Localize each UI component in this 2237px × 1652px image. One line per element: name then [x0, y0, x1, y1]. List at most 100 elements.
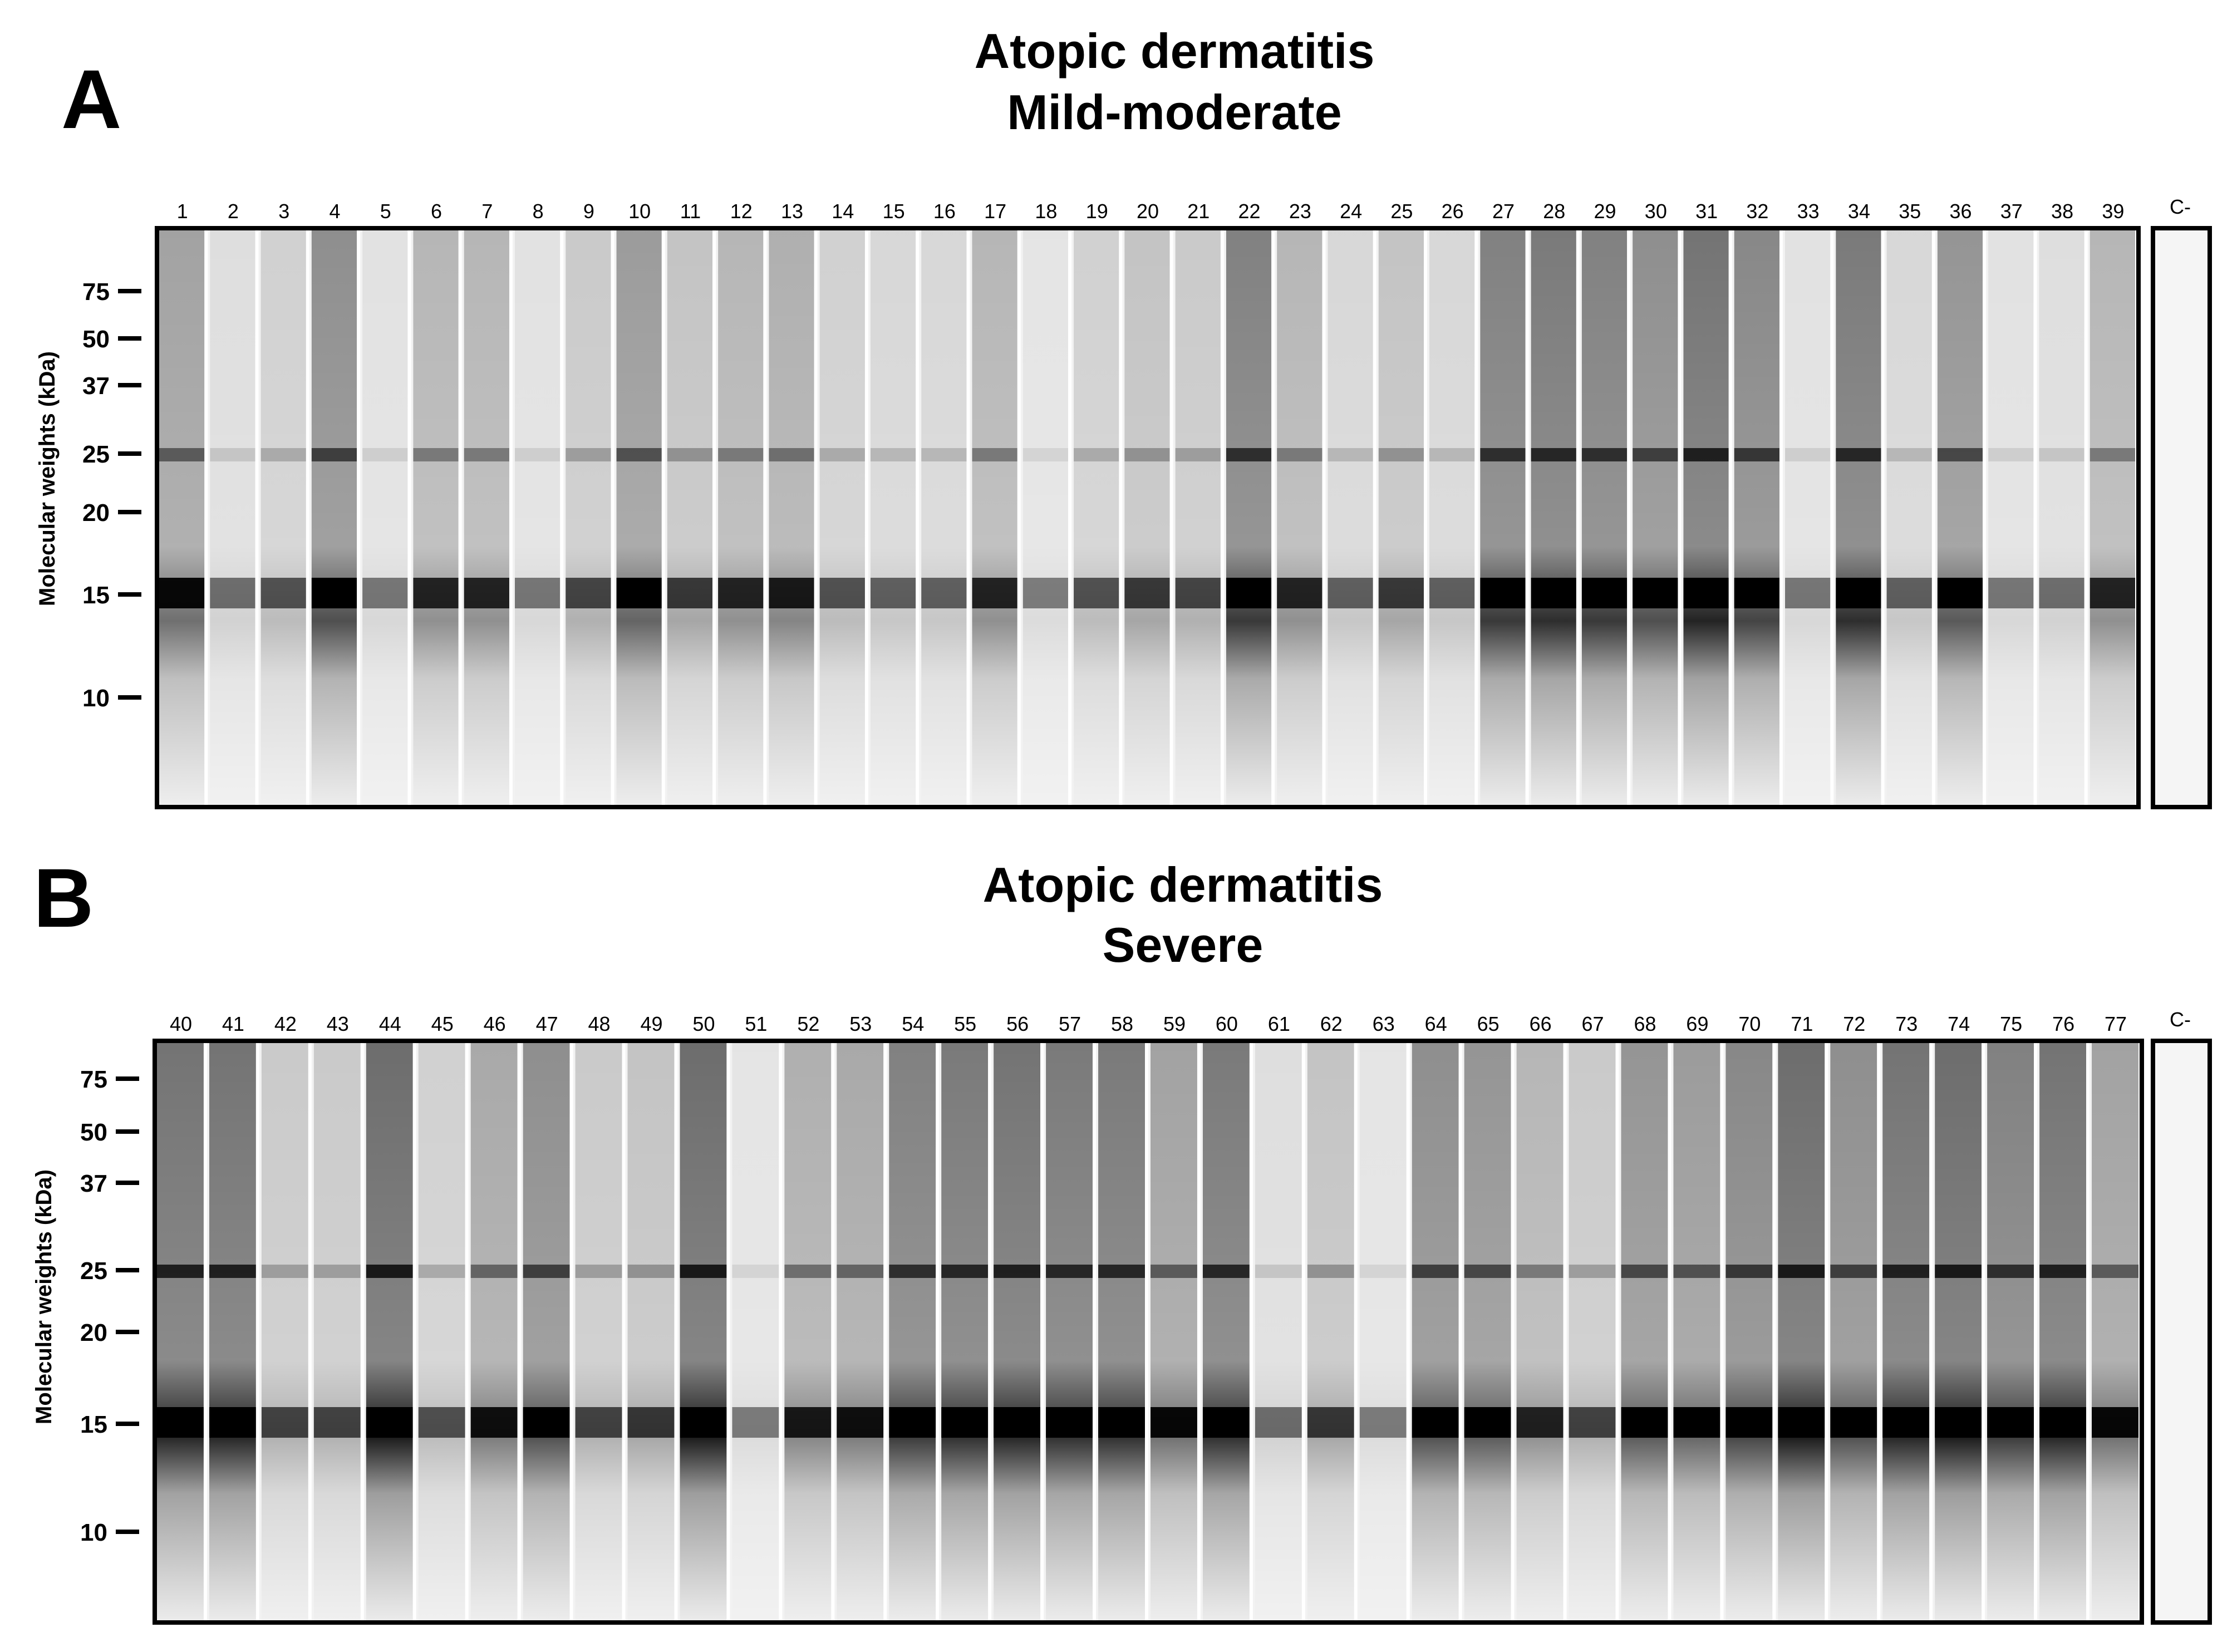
band-15kda — [1151, 1407, 1197, 1438]
lane-number-label: 10 — [628, 200, 651, 223]
lane-number-label: 7 — [481, 200, 493, 223]
lane-number-label: 44 — [379, 1012, 401, 1035]
band-25kda — [157, 1265, 204, 1278]
band-15kda — [1046, 1407, 1093, 1438]
band-15kda — [769, 578, 814, 608]
panel-a-y-axis-label: Molecular weights (kDa) — [35, 351, 60, 606]
band-25kda — [680, 1265, 727, 1278]
band-15kda — [362, 578, 408, 608]
band-15kda — [1836, 578, 1881, 608]
lane-separator — [2034, 1041, 2038, 1622]
band-25kda — [413, 448, 459, 461]
lane-strip — [1277, 230, 1322, 805]
lane-number-label: 32 — [1746, 200, 1768, 223]
band-25kda — [1464, 1265, 1511, 1278]
band-25kda — [1277, 448, 1322, 461]
lane-strip — [819, 230, 865, 805]
band-25kda — [311, 448, 357, 461]
panel-b-title-line1: Atopic dermatitis — [983, 857, 1383, 912]
lane-number-label: 20 — [1137, 200, 1159, 223]
lane-strip — [1098, 1043, 1145, 1620]
panel-a-letter: A — [61, 52, 121, 146]
lane-strip — [523, 1043, 570, 1620]
lane-number-label: 9 — [583, 200, 594, 223]
lane-separator — [779, 1041, 783, 1622]
lane-separator — [465, 1041, 469, 1622]
band-15kda — [718, 578, 764, 608]
lane-number-label: 3 — [278, 200, 289, 223]
band-15kda — [366, 1407, 413, 1438]
lane-number-label: 41 — [222, 1012, 244, 1035]
mw-marker-label: 75 — [80, 1066, 107, 1093]
band-15kda — [1255, 1407, 1302, 1438]
band-15kda — [667, 578, 713, 608]
lane-number-label: 2 — [228, 200, 239, 223]
lane-strip — [1987, 1043, 2034, 1620]
lane-strip — [159, 230, 205, 805]
lane-number-label: 5 — [380, 200, 391, 223]
band-15kda — [680, 1407, 727, 1438]
lane-separator — [1458, 1041, 1462, 1622]
lane-separator — [916, 228, 920, 807]
band-25kda — [418, 1265, 465, 1278]
band-15kda — [1830, 1407, 1877, 1438]
lane-strip — [784, 1043, 832, 1620]
lane-separator — [1779, 228, 1783, 807]
lane-separator — [412, 1041, 416, 1622]
band-15kda — [1074, 578, 1119, 608]
lane-number-label: 22 — [1238, 200, 1261, 223]
band-15kda — [2039, 578, 2084, 608]
lane-strip — [575, 1043, 622, 1620]
band-15kda — [972, 578, 1017, 608]
lane-number-label: 55 — [954, 1012, 976, 1035]
lane-number-label: 4 — [329, 200, 340, 223]
band-25kda — [627, 1265, 675, 1278]
lane-strip — [1359, 1043, 1407, 1620]
band-15kda — [1464, 1407, 1511, 1438]
lane-separator — [204, 228, 208, 807]
lane-strip — [2092, 1043, 2138, 1620]
band-15kda — [470, 1407, 518, 1438]
band-25kda — [1328, 448, 1373, 461]
lane-separator — [308, 1041, 312, 1622]
lane-number-label: 15 — [883, 200, 905, 223]
lane-strip — [210, 230, 255, 805]
band-15kda — [1429, 578, 1475, 608]
lane-separator — [509, 228, 513, 807]
band-25kda — [313, 1265, 361, 1278]
lane-strip — [1886, 230, 1932, 805]
lane-number-label: 14 — [832, 200, 854, 223]
lane-separator — [1068, 228, 1072, 807]
lane-strip — [1307, 1043, 1354, 1620]
band-15kda — [261, 1407, 308, 1438]
lane-number-label: 64 — [1425, 1012, 1447, 1035]
lane-number-label: 59 — [1163, 1012, 1186, 1035]
band-25kda — [870, 448, 916, 461]
lane-number-label: 34 — [1848, 200, 1870, 223]
lane-number-label: 37 — [2000, 200, 2023, 223]
blot-frame — [153, 1039, 2144, 1625]
band-25kda — [1621, 1265, 1668, 1278]
band-25kda — [1937, 448, 1983, 461]
band-25kda — [566, 448, 611, 461]
mw-marker-label: 25 — [80, 1257, 107, 1285]
band-25kda — [210, 448, 255, 461]
lane-number-label: 58 — [1111, 1012, 1133, 1035]
band-25kda — [362, 448, 408, 461]
lane-number-label: 68 — [1634, 1012, 1656, 1035]
mw-marker-label: 50 — [82, 326, 110, 353]
lane-separator — [1931, 228, 1935, 807]
band-15kda — [209, 1407, 256, 1438]
lane-strip — [941, 1043, 989, 1620]
lane-number-label: 43 — [327, 1012, 349, 1035]
panel-a-title-line2: Mild-moderate — [1007, 85, 1341, 140]
lane-separator — [1728, 228, 1732, 807]
band-15kda — [260, 578, 306, 608]
band-15kda — [1785, 578, 1831, 608]
lane-number-label: 39 — [2102, 200, 2124, 223]
lane-strip — [921, 230, 967, 805]
band-25kda — [718, 448, 764, 461]
band-15kda — [1277, 578, 1322, 608]
lane-strip — [260, 230, 306, 805]
